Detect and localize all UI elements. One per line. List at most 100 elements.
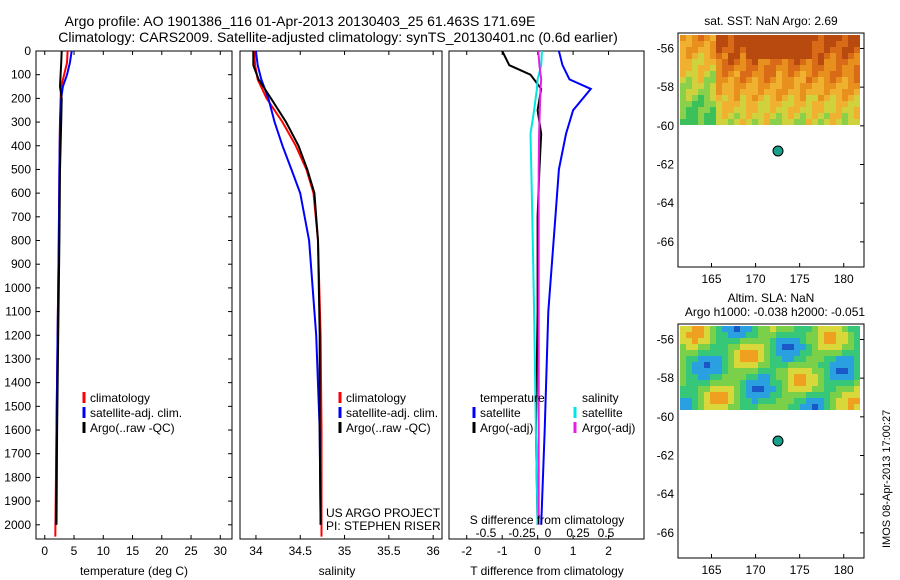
sst-cell [764,107,770,113]
sla-cell [704,398,710,404]
sst-cell [806,53,812,59]
difference-legend: temperature satellite Argo(-adj) salinit… [472,391,635,435]
sst-cell [812,95,818,101]
sst-cell [854,53,860,59]
sla-cell [848,326,854,332]
sst-cell [764,35,770,41]
sla-cell [752,338,758,344]
sst-cell [848,59,854,65]
sla-map-subtitle: Argo h1000: -0.038 h2000: -0.051 [685,305,865,319]
sst-cell [716,95,722,101]
salinity-difference-tick-label: -0.25 [508,526,536,540]
sla-cell [812,398,818,404]
sst-cell [698,35,704,41]
sla-cell [758,326,764,332]
sst-cell [776,53,782,59]
sst-cell [770,35,776,41]
sla-cell [854,338,860,344]
sla-cell [824,404,830,410]
sst-cell [788,83,794,89]
sst-field [680,35,860,125]
sla-cell [722,404,728,410]
sst-cell [746,77,752,83]
sst-cell [782,107,788,113]
sst-cell [686,113,692,119]
sla-cell [752,380,758,386]
sst-cell [758,53,764,59]
sla-cell [680,404,686,410]
sst-cell [824,95,830,101]
sst-cell [722,71,728,77]
sst-cell [806,83,812,89]
sla-cell [692,380,698,386]
sst-cell [830,53,836,59]
sst-cell [740,41,746,47]
sst-cell [782,53,788,59]
sst-cell [836,89,842,95]
sla-cell [848,374,854,380]
sst-cell [818,53,824,59]
sla-cell [800,338,806,344]
sla-cell [830,380,836,386]
sla-cell [770,404,776,410]
sst-cell [752,35,758,41]
sst-cell [812,71,818,77]
sst-cell [812,35,818,41]
sst-cell [728,83,734,89]
sst-cell [806,59,812,65]
depth-tick-label: 1400 [4,376,31,390]
sla-cell [746,404,752,410]
salinity-x-axis: 34 34.5 35 35.5 36 [249,51,440,558]
sst-cell [704,113,710,119]
project-note: US ARGO PROJECT [326,506,441,520]
series-line-temperature-satellite [540,50,593,525]
sst-cell [698,59,704,65]
sla-cell [806,344,812,350]
sst-cell [806,47,812,53]
sst-cell [836,71,842,77]
sst-cell [812,119,818,125]
sst-cell [722,59,728,65]
sst-cell [692,101,698,107]
sst-cell [782,47,788,53]
sst-cell [800,41,806,47]
sla-cell [836,356,842,362]
sla-cell [722,356,728,362]
sst-cell [704,71,710,77]
sla-cell [764,326,770,332]
x-tick-label: 34 [249,544,263,558]
depth-tick-label: 1700 [4,447,31,461]
sla-cell [806,362,812,368]
sst-cell [746,119,752,125]
sst-cell [818,59,824,65]
sst-cell [854,89,860,95]
sla-cell [818,374,824,380]
depth-tick-label: 2000 [4,518,31,532]
sst-cell [806,41,812,47]
sla-cell [848,404,854,410]
sla-cell [854,386,860,392]
sst-cell [854,47,860,53]
difference-panel: -2 -1 0 1 2 T difference from climatology S … [448,50,645,578]
x-tick-label: 34.5 [289,544,313,558]
sla-cell [854,356,860,362]
sla-cell [818,344,824,350]
sla-cell [782,392,788,398]
sla-cell [686,374,692,380]
sst-cell [812,107,818,113]
sla-cell [728,344,734,350]
sla-field [680,326,860,410]
map-y-tick-label: -56 [657,332,675,346]
sst-cell [752,89,758,95]
sst-cell [728,89,734,95]
sla-cell [770,332,776,338]
map-x-tick-label: 180 [834,563,854,577]
sla-cell [686,344,692,350]
sla-cell [686,332,692,338]
sst-cell [854,35,860,41]
sla-cell [704,404,710,410]
sla-cell [752,362,758,368]
sst-cell [728,59,734,65]
sla-cell [704,368,710,374]
sst-cell [740,65,746,71]
